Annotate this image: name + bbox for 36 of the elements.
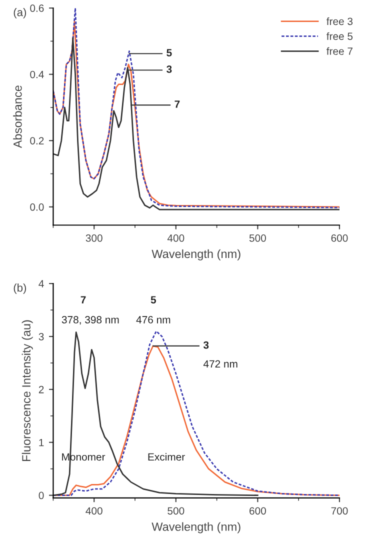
x-tick-label: 600 <box>250 507 266 515</box>
annotation: Excimer <box>148 452 185 461</box>
y-tick-label: 0.0 <box>30 203 44 211</box>
y-tick-label: 3 <box>38 332 44 340</box>
y-tick-label: 2 <box>38 386 44 394</box>
legend-label: free 7 <box>326 47 352 55</box>
legend-label: free 5 <box>326 32 353 40</box>
annotation: 3 <box>166 66 172 73</box>
annotation: 476 nm <box>136 316 170 324</box>
x-tick-label: 500 <box>249 234 266 242</box>
x-tick-label: 400 <box>86 507 102 515</box>
annotation: 378, 398 nm <box>62 316 119 325</box>
y-axis-title: Fluorescence Intensity (au) <box>22 320 33 461</box>
y-tick-label: 0 <box>38 492 44 500</box>
y-tick-label: 0.6 <box>30 4 44 12</box>
y-tick-label: 0.2 <box>30 137 44 144</box>
y-axis-title: Absorbance <box>13 86 22 148</box>
y-tick-label: 0.4 <box>30 70 44 78</box>
y-tick-label: 4 <box>38 280 44 288</box>
chart-title: (b) <box>14 284 26 294</box>
x-tick-label: 600 <box>331 234 348 242</box>
annotation: 7 <box>80 296 86 304</box>
y-tick-label: 1 <box>39 438 44 446</box>
x-axis-title: Wavelength (nm) <box>152 249 240 260</box>
x-tick-label: 500 <box>168 507 184 515</box>
annotation: 7 <box>174 100 180 108</box>
chart-title: (a) <box>14 8 26 18</box>
annotation: 3 <box>203 341 209 349</box>
x-tick-label: 300 <box>86 234 102 242</box>
x-tick-label: 400 <box>167 234 184 242</box>
x-axis-title: Wavelength (nm) <box>152 522 240 534</box>
legend-label: free 3 <box>326 17 353 26</box>
x-tick-label: 700 <box>331 507 348 515</box>
annotation: 5 <box>150 296 156 304</box>
annotation: 472 nm <box>203 360 238 368</box>
annotation: 5 <box>166 49 172 56</box>
